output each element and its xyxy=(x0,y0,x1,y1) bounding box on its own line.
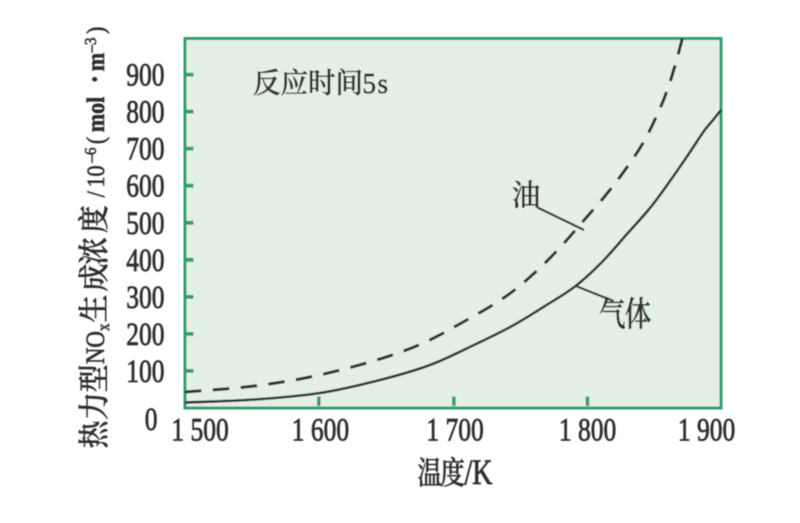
svg-text:100: 100 xyxy=(126,354,164,390)
svg-text:0: 0 xyxy=(145,402,158,438)
svg-text:/K: /K xyxy=(465,453,493,493)
svg-text:200: 200 xyxy=(126,317,164,353)
svg-text:NO: NO xyxy=(82,331,111,364)
svg-text:800: 800 xyxy=(126,95,164,131)
svg-text:·: · xyxy=(79,75,111,83)
svg-text:1 600: 1 600 xyxy=(292,412,349,448)
svg-text:1 700: 1 700 xyxy=(426,412,483,448)
svg-text:–6: –6 xyxy=(82,147,100,163)
svg-text:10: 10 xyxy=(83,165,111,187)
svg-text:1 500: 1 500 xyxy=(171,412,228,448)
svg-text:900: 900 xyxy=(126,58,164,94)
svg-text:m: m xyxy=(83,53,111,72)
svg-text:400: 400 xyxy=(126,243,164,279)
svg-text:mol: mol xyxy=(83,96,111,132)
svg-text:5s: 5s xyxy=(363,67,390,99)
svg-text:/: / xyxy=(83,191,111,198)
svg-text:): ) xyxy=(83,27,111,34)
svg-text:600: 600 xyxy=(126,169,164,205)
svg-text:500: 500 xyxy=(126,206,164,242)
svg-text:1 800: 1 800 xyxy=(559,412,616,448)
svg-text:–3: –3 xyxy=(82,37,100,53)
svg-text:(: ( xyxy=(83,137,111,144)
svg-text:1 900: 1 900 xyxy=(678,412,735,448)
svg-text:300: 300 xyxy=(126,280,164,316)
svg-text:700: 700 xyxy=(126,132,164,168)
svg-text:x: x xyxy=(95,324,113,332)
